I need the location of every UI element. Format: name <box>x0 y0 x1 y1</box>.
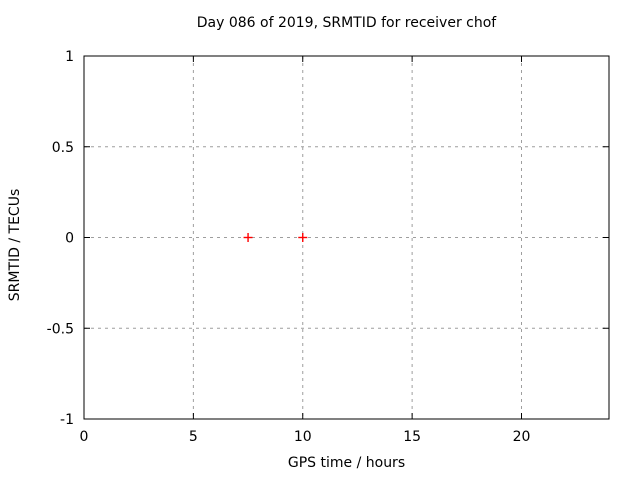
x-tick-label: 15 <box>403 429 421 445</box>
y-tick-label: -1 <box>60 412 74 428</box>
y-tick-label: 1 <box>65 49 74 65</box>
y-tick-label: 0.5 <box>52 140 74 156</box>
plot-frame <box>83 55 610 420</box>
x-axis-label: GPS time / hours <box>287 455 406 471</box>
y-tick-label: -0.5 <box>47 321 74 337</box>
x-tick-label: 0 <box>80 429 89 445</box>
chart-title: Day 086 of 2019, SRMTID for receiver cho… <box>196 15 497 31</box>
y-tick-label: 0 <box>65 231 74 247</box>
x-tick-label: 5 <box>189 429 198 445</box>
x-tick-label: 20 <box>513 429 531 445</box>
x-tick-label: 10 <box>294 429 312 445</box>
